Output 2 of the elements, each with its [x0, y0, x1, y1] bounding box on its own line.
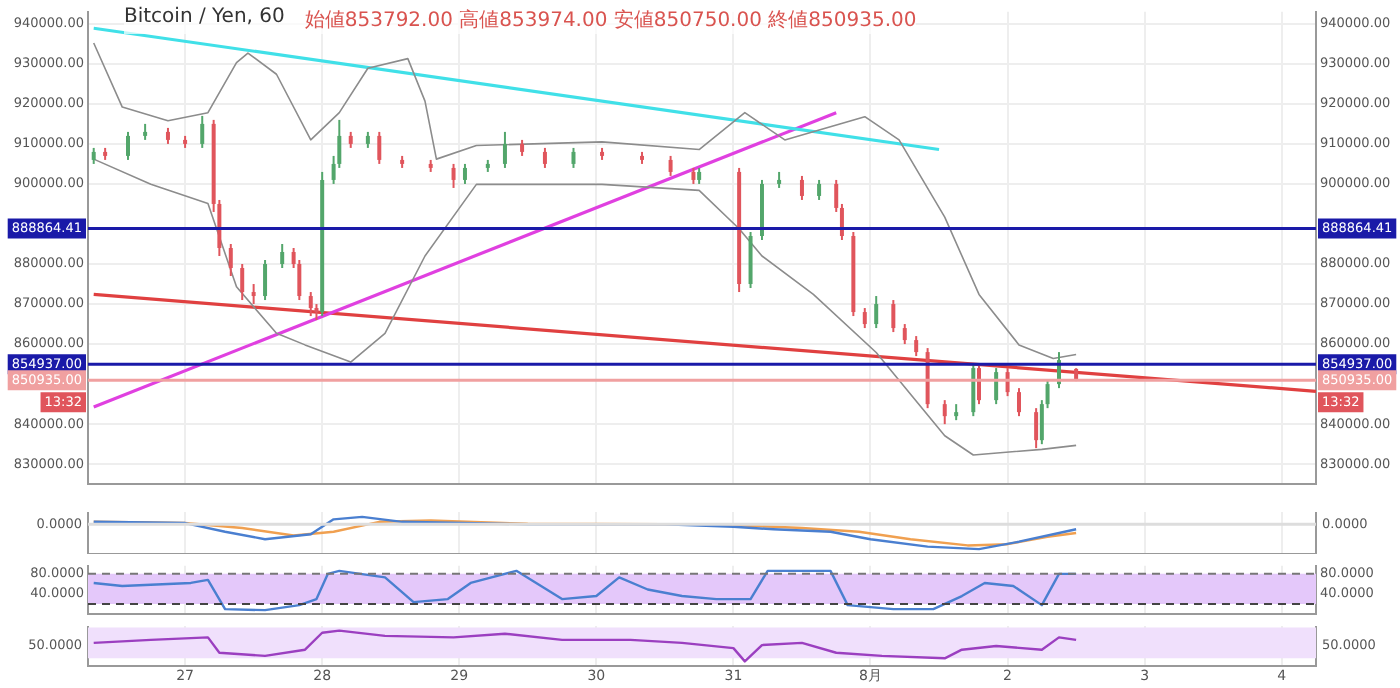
chart-title: Bitcoin / Yen, 60 [124, 6, 285, 32]
chart-subtitle: 始値853792.00 高値853974.00 安値850750.00 終値850935.00 [304, 7, 917, 34]
